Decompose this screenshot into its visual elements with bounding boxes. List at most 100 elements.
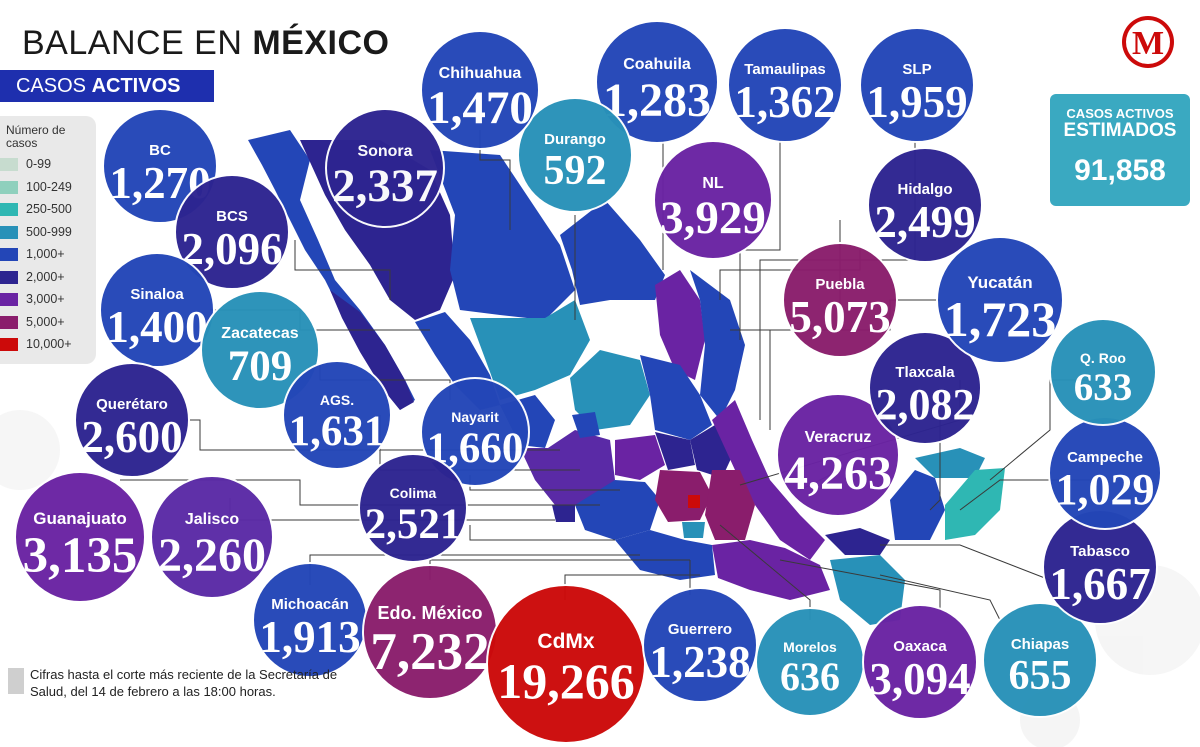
legend-label: 1,000+	[26, 247, 65, 261]
state-name: Q. Roo	[1080, 350, 1126, 366]
state-name: Puebla	[815, 276, 865, 293]
legend-label: 100-249	[26, 179, 72, 194]
region-colima	[552, 505, 575, 522]
legend-swatch	[0, 248, 18, 261]
region-tabasco	[825, 528, 890, 555]
state-name: Oaxaca	[893, 638, 947, 655]
state-name: Guerrero	[667, 621, 733, 638]
footnote: Cifras hasta el corte más reciente de la…	[30, 667, 338, 699]
estimated-label-line1: CASOS ACTIVOS	[1066, 106, 1174, 121]
legend-item: 250-500	[0, 201, 96, 219]
region-queretaro	[655, 432, 695, 470]
state-value: 1,283	[603, 74, 711, 127]
state-bubble-tabasco: Tabasco 1,667	[1042, 509, 1158, 625]
region-oaxaca	[712, 540, 830, 600]
legend-label: 3,000+	[26, 292, 65, 306]
state-value: 1,400	[106, 302, 208, 352]
state-name: Chihuahua	[438, 65, 522, 82]
legend-label: 0-99	[26, 157, 52, 171]
state-bubble-querétaro: Querétaro 2,600	[74, 362, 190, 478]
legend-item: 5,000+	[0, 314, 96, 332]
state-name: Michoacán	[271, 596, 349, 613]
state-value: 1,723	[943, 291, 1057, 347]
state-name: BCS	[216, 208, 248, 225]
region-campeche	[890, 470, 945, 540]
state-name: NL	[702, 175, 724, 192]
state-name: Sinaloa	[130, 286, 184, 303]
legend-swatch	[0, 315, 18, 329]
region-jalisco	[520, 430, 615, 505]
state-name: Zacatecas	[221, 325, 299, 342]
state-value: 1,029	[1055, 465, 1155, 514]
region-edo-mexico	[655, 470, 712, 522]
state-value: 2,096	[181, 224, 283, 274]
state-bubble-guanajuato: Guanajuato 3,135	[14, 471, 146, 603]
region-durango	[470, 300, 590, 400]
state-name: Querétaro	[96, 396, 168, 413]
legend-item: 500-999	[0, 224, 96, 242]
region-veracruz	[712, 400, 825, 560]
state-bubble-slp: SLP 1,959	[859, 27, 975, 143]
state-bubble-edo-méxico: Edo. México 7,232	[362, 564, 498, 700]
state-value: 3,929	[660, 192, 766, 244]
region-michoacan	[575, 480, 660, 540]
state-name: Tlaxcala	[895, 364, 955, 381]
state-name: Edo. México	[377, 603, 483, 623]
state-bubble-michoacán: Michoacán 1,913	[252, 562, 368, 678]
state-name: SLP	[902, 61, 932, 78]
legend-label: 500-999	[26, 224, 72, 239]
state-name: Tabasco	[1070, 543, 1130, 560]
state-name: Campeche	[1067, 449, 1143, 466]
state-name: Tamaulipas	[744, 61, 826, 78]
state-value: 2,499	[874, 197, 976, 247]
state-bubble-tamaulipas: Tamaulipas 1,362	[727, 27, 843, 143]
legend-item: 3,000+	[0, 291, 96, 309]
legend-swatch	[0, 225, 18, 239]
state-value: 2,260	[158, 529, 266, 582]
state-name: CdMx	[537, 630, 595, 653]
state-bubble-oaxaca: Oaxaca 3,094	[862, 604, 978, 720]
state-bubble-morelos: Morelos 636	[755, 607, 865, 717]
legend-swatch	[0, 203, 18, 216]
legend-label: 2,000+	[26, 269, 65, 284]
state-value: 633	[1073, 366, 1133, 409]
state-bubble-puebla: Puebla 5,073	[782, 242, 898, 358]
state-bubble-guerrero: Guerrero 1,238	[642, 587, 758, 703]
legend-item: 10,000+	[0, 336, 96, 354]
state-value: 592	[543, 148, 607, 194]
state-bubble-nl: NL 3,929	[653, 140, 773, 260]
estimated-label-line2: ESTIMADOS	[1063, 120, 1177, 141]
legend-item: 1,000+	[0, 246, 96, 264]
state-name: Yucatán	[967, 273, 1033, 292]
page-subtitle: CASOS ACTIVOS	[0, 70, 214, 102]
state-bubble-chiapas: Chiapas 655	[982, 602, 1098, 718]
state-value: 3,094	[869, 654, 971, 704]
state-name: AGS.	[319, 392, 355, 408]
state-value: 19,266	[497, 653, 635, 709]
state-value: 636	[780, 654, 840, 699]
region-aguascalientes	[572, 412, 600, 438]
state-bubble-sinaloa: Sinaloa 1,400	[99, 252, 215, 368]
state-name: Veracruz	[804, 429, 872, 446]
state-name: Coahuila	[623, 56, 691, 73]
state-value: 2,337	[332, 160, 438, 212]
state-value: 3,135	[22, 528, 138, 584]
state-bubble-durango: Durango 592	[517, 97, 633, 213]
state-value: 1,913	[259, 612, 361, 662]
region-quintana-roo	[945, 468, 1005, 540]
legend-swatch	[0, 270, 18, 284]
legend-item: 100-249	[0, 179, 96, 197]
state-bubble-ags-: AGS. 1,631	[282, 360, 392, 470]
state-bubble-cdmx: CdMx 19,266	[486, 584, 646, 744]
legend: Número de casos 0-99 100-249 250-500 500-99…	[0, 116, 96, 364]
region-morelos	[682, 522, 705, 538]
legend-label: 10,000+	[26, 337, 72, 351]
state-bubble-campeche: Campeche 1,029	[1048, 416, 1162, 530]
state-bubble-sonora: Sonora 2,337	[325, 108, 445, 228]
region-zacatecas	[570, 350, 650, 430]
region-san-luis-potosi	[640, 355, 712, 440]
region-coahuila	[560, 200, 665, 305]
state-name: Sonora	[357, 143, 413, 160]
